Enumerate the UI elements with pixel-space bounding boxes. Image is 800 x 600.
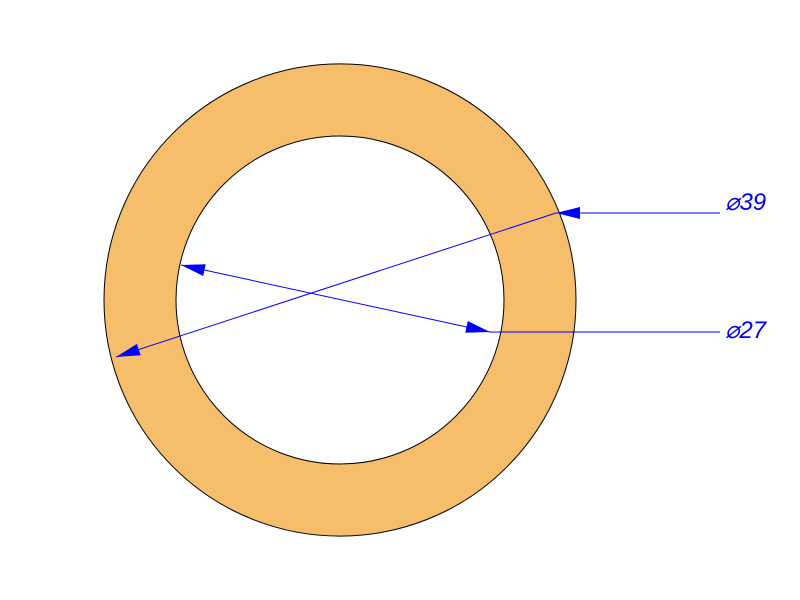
inner-arrow-tail <box>181 264 206 276</box>
technical-drawing: ⌀39 ⌀27 <box>0 0 800 600</box>
inner-diameter-label: ⌀27 <box>725 317 768 344</box>
inner-arrow-head <box>465 321 490 333</box>
inner-leader-line-2 <box>181 265 490 332</box>
ring-cross-section <box>104 64 576 536</box>
outer-diameter-label: ⌀39 <box>725 189 766 216</box>
inner-diameter-leader: ⌀27 <box>181 264 768 344</box>
